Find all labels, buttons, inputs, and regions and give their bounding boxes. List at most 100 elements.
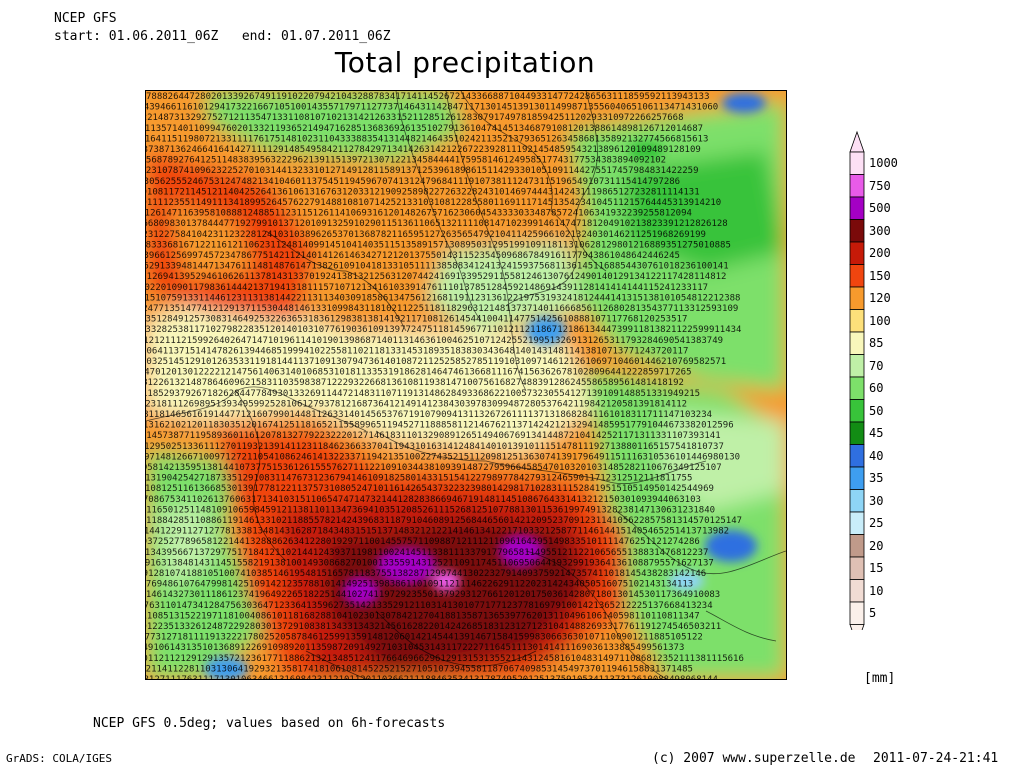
legend-level-label: 300 [869, 223, 891, 238]
end-label: end: [241, 29, 274, 44]
grid-value-row: 1212070108117211451211404252641361061316… [146, 187, 700, 197]
grid-value-row: 5180514910614313510136891226910989201135… [146, 643, 684, 653]
legend-swatch [849, 421, 865, 445]
grid-value-row: 6510211411228110313064192932135817418106… [146, 664, 693, 674]
legend-level-label: 20 [869, 538, 884, 553]
legend-swatch [849, 354, 865, 378]
grid-value-row: 1112037252778965812214413288862634122801… [146, 537, 700, 547]
grid-value-row: 1332825381171027982283512014010310776190… [146, 325, 741, 335]
color-scale-legend [849, 130, 865, 630]
grid-value-row: 7013833368167122116121106231124814099145… [146, 240, 731, 250]
generation-timestamp: 2011-07-24-21:41 [873, 751, 999, 766]
legend-level-label: 200 [869, 246, 891, 261]
grid-value-row: 1081251161366853013917781221137573108052… [146, 484, 714, 494]
legend-arrow-bottom [849, 624, 865, 630]
grid-value-row: 1188428511088611914613310211885578214243… [146, 516, 742, 526]
model-name: NCEP GFS [54, 11, 117, 26]
end-value: 01.07.2011_06Z [281, 29, 391, 44]
legend-swatch [849, 489, 865, 513]
legend-swatch [849, 376, 865, 400]
legend-level-label: 30 [869, 493, 884, 508]
legend-level-label: 60 [869, 381, 884, 396]
grid-value-row: 7888264472802013392674911910220794210432… [146, 92, 710, 102]
grid-value-row: 8012094134395667137297751718412110214412… [146, 548, 708, 558]
legend-swatch [849, 241, 865, 265]
precipitation-map: 7888264472802013392674911910220794210432… [145, 90, 787, 680]
grid-value-row: 5011211212912913572123617711886213213485… [146, 654, 744, 664]
grid-value-row: 5596128127111763111713010634661316084231… [146, 675, 718, 679]
legend-level-label: 25 [869, 516, 884, 531]
grid-value-row: 2130305625552467531247482134104601137545… [146, 177, 680, 187]
grid-value-row: 1381457387711958936011612078132779223222… [146, 431, 721, 441]
legend-level-label: 120 [869, 291, 891, 306]
legend-swatch [849, 444, 865, 468]
legend-swatch [849, 534, 865, 558]
legend-swatch [849, 399, 865, 423]
grid-value-row: 1271436680983013784447719279910137120109… [146, 219, 728, 229]
grid-value-row: 7543946611610129417322166710510014355717… [146, 103, 718, 113]
legend-level-label: 70 [869, 358, 884, 373]
legend-swatch [849, 151, 865, 175]
grid-value-row: 1271611650125114810910659845912113811011… [146, 505, 715, 515]
grid-value-row: 5454126147116395810888124885112311512611… [146, 209, 692, 219]
legend-level-label: 45 [869, 426, 884, 441]
legend-swatch [849, 556, 865, 580]
grid-value-row: 9395821108513152219711810040861011816828… [146, 611, 700, 621]
grid-value-row: 2012235133261248722928030137291083813433… [146, 622, 721, 632]
legend-level-label: 5 [869, 606, 877, 621]
grid-value-row: 9219483512849125730831464925322636531836… [146, 315, 687, 325]
copyright-notice: (c) 2007 www.superzelle.de [652, 751, 856, 766]
grid-value-row: 8312318111269895139349599252810612793781… [146, 399, 687, 409]
software-credit: GrADS: COLA/IGES [6, 752, 112, 765]
legend-level-label: 40 [869, 448, 884, 463]
grid-value-row: 8746128769486107647998142510914212357881… [146, 580, 693, 590]
grid-value-row: 1231227584104231123228124103103896265370… [146, 230, 706, 240]
legend-swatch [849, 174, 865, 198]
legend-swatch [849, 331, 865, 355]
grid-value-row: 9591631384814311451558219138100149308682… [146, 558, 714, 568]
grid-value-row: 9714812667100971272110541086246141322337… [146, 452, 740, 462]
legend-swatch [849, 219, 865, 243]
grid-value-row: 1114701201301222212147561406314010685310… [146, 368, 692, 378]
legend-level-label: 500 [869, 201, 891, 216]
grid-value-row: 1442477135147741212913711530448146133109… [146, 304, 738, 314]
grid-value-row: 1241481226132148786460962158311035983871… [146, 378, 684, 388]
legend-level-label: 85 [869, 336, 884, 351]
legend-level-label: 10 [869, 583, 884, 598]
legend-swatch [849, 264, 865, 288]
grid-value-row: 5613763110147341284756303647123364135962… [146, 601, 713, 611]
legend-level-label: 750 [869, 178, 891, 193]
legend-level-label: 35 [869, 471, 884, 486]
grid-value-row: 9629133948144713476111481487614713826109… [146, 262, 729, 272]
start-label: start: [54, 29, 101, 44]
legend-level-label: 150 [869, 268, 891, 283]
legend-arrow-top [849, 130, 865, 153]
grid-value-row: 1449556568789276412511483839563222962139… [146, 156, 666, 166]
grid-value-row: 2297126941395294610626113781431337019241… [146, 272, 726, 282]
legend-level-label: 1000 [869, 156, 898, 171]
legend-swatch [849, 196, 865, 220]
grid-value-row: 1151075913311446123113138144221131134030… [146, 293, 740, 303]
grid-value-row: 4523181181465616191447712160799014481126… [146, 410, 712, 420]
unit-label: [mm] [864, 671, 896, 686]
grid-value-row: 1185293792671826284477849301332691144721… [146, 389, 700, 399]
grid-value-row: 1011112355114911134189952645762279148810… [146, 198, 721, 208]
legend-swatch [849, 601, 865, 625]
legend-swatch [849, 466, 865, 490]
grid-value-row: 1295814213595138144107377515361261555762… [146, 463, 722, 473]
legend-swatch [849, 579, 865, 603]
grid-value-row: 1111573113571401109947602013321193652149… [146, 124, 703, 134]
grid-value-row: 7413910220109011798361444213719413181115… [146, 283, 708, 293]
legend-swatch [849, 511, 865, 535]
map-title: Total precipitation [334, 46, 596, 79]
grid-value-row: 1070867534110261376063171341031511065474… [146, 495, 701, 505]
grid-value-row: 1316210212011830351201674125118165211558… [146, 421, 734, 431]
legend-swatch [849, 309, 865, 333]
grid-value-row: 7823107874109623225270103144132331012714… [146, 166, 699, 176]
legend-level-label: 100 [869, 313, 891, 328]
grid-value-row: 2314413190425427187335129108311476731236… [146, 474, 692, 484]
grid-value-row: 1514412291127127781338134814316287184348… [146, 527, 729, 537]
legend-level-label: 50 [869, 403, 884, 418]
grid-value-row: 1811373871362466416414271111291485495842… [146, 145, 701, 155]
forecast-period: start: 01.06.2011_06Z end: 01.07.2011_06… [54, 29, 391, 45]
